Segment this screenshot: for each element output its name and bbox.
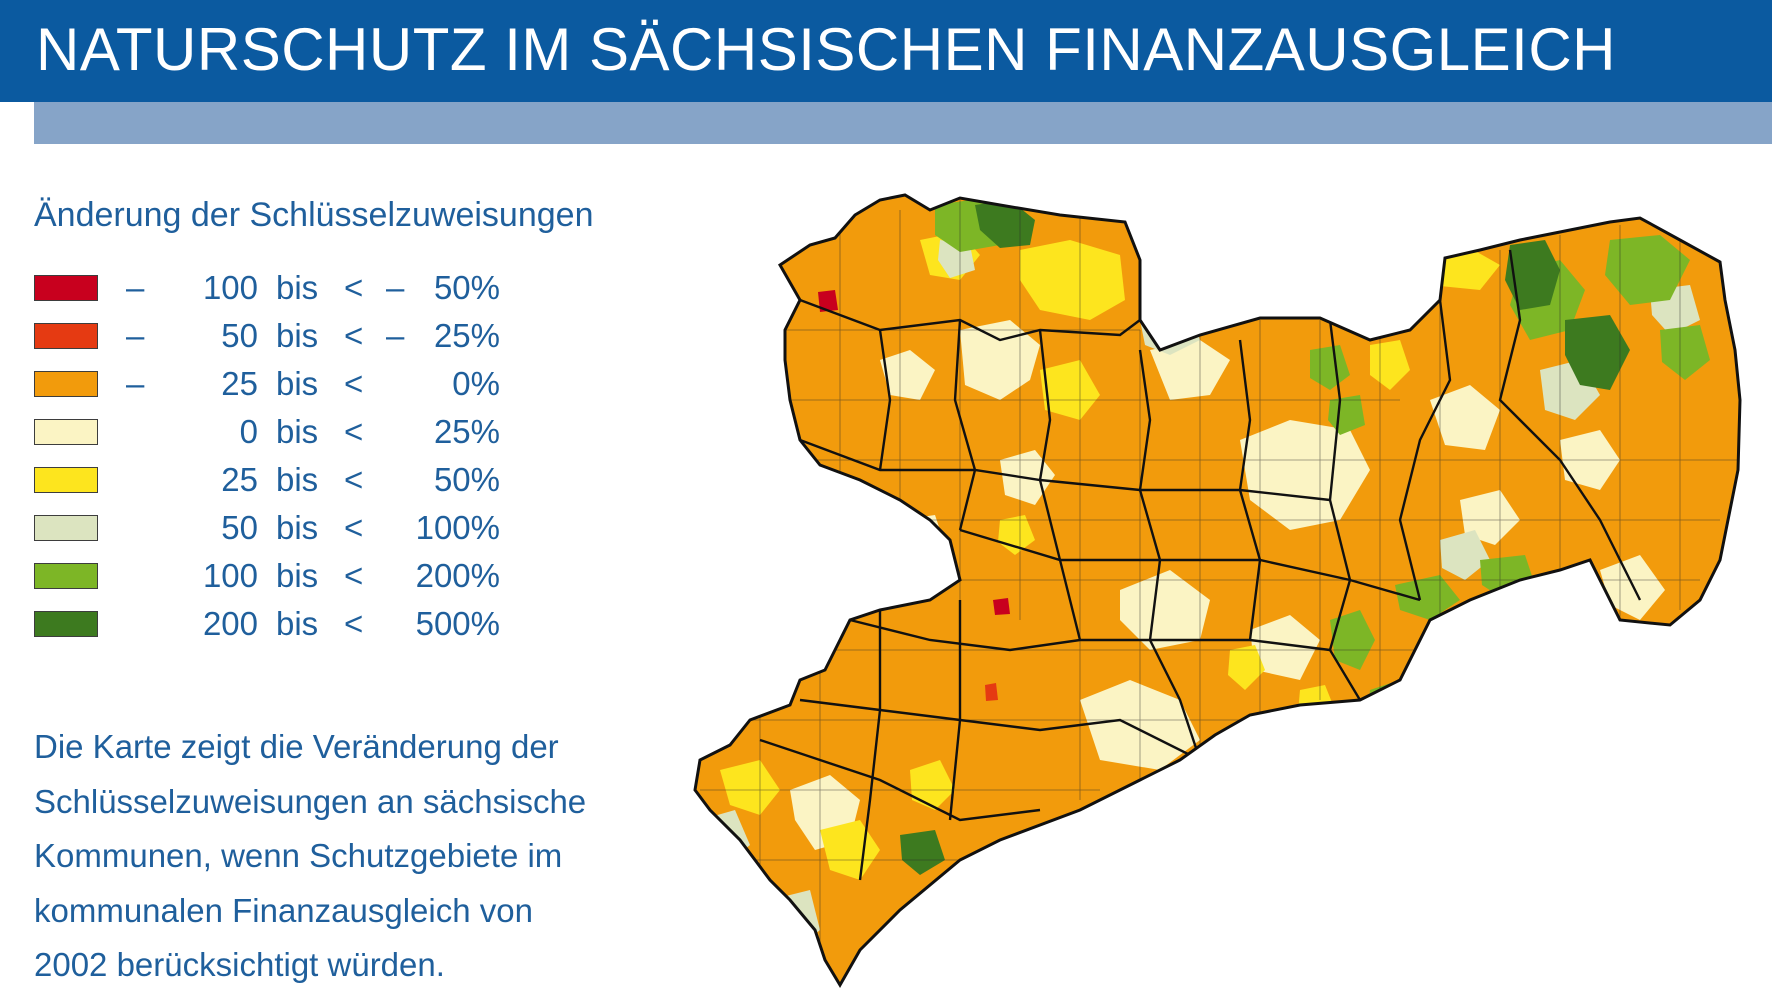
legend-to-value: 200% <box>415 557 500 594</box>
legend-bis: bis <box>276 317 319 354</box>
legend-swatch <box>34 323 98 349</box>
legend-bis: bis <box>276 509 319 546</box>
legend-from-sign: – <box>126 365 145 402</box>
legend-from-sign: – <box>126 317 145 354</box>
legend-bis: bis <box>276 557 319 594</box>
legend-to-sign: – <box>386 317 405 354</box>
legend-swatch <box>34 371 98 397</box>
legend-bis: bis <box>276 413 319 450</box>
legend-swatch <box>34 419 98 445</box>
legend-item: – 50 bis < – 25% <box>34 317 500 358</box>
legend-lt: < <box>344 365 364 402</box>
legend-from-sign: – <box>126 269 145 306</box>
legend-from-value: 0 <box>239 413 258 450</box>
page-title: NATURSCHUTZ IM SÄCHSISCHEN FINANZAUSGLEI… <box>36 16 1617 83</box>
legend-from-value: 25 <box>221 461 258 498</box>
description-line: kommunalen Finanzausgleich von <box>34 891 533 929</box>
legend-bis: bis <box>276 269 319 306</box>
header-accent-bar <box>34 102 1772 144</box>
legend-swatch <box>34 467 98 493</box>
title-bar: NATURSCHUTZ IM SÄCHSISCHEN FINANZAUSGLEI… <box>0 0 1772 102</box>
legend-to-value: 25% <box>433 317 500 354</box>
legend-bis: bis <box>276 461 319 498</box>
legend-item: 100 bis < 200% <box>34 557 500 598</box>
map-description: Die Karte zeigt die Veränderung der Schl… <box>34 720 654 993</box>
legend-to-value: 100% <box>415 509 500 546</box>
legend-title: Änderung der Schlüsselzuweisungen <box>34 196 594 234</box>
legend-bis: bis <box>276 605 319 642</box>
legend-from-value: 50 <box>221 509 258 546</box>
legend-to-value: 50% <box>433 269 500 306</box>
legend-swatch <box>34 275 98 301</box>
legend-lt: < <box>344 461 364 498</box>
legend-swatch <box>34 515 98 541</box>
saxony-choropleth-map <box>693 193 1742 987</box>
legend-to-value: 25% <box>433 413 500 450</box>
legend-lt: < <box>344 509 364 546</box>
legend-lt: < <box>344 605 364 642</box>
legend-lt: < <box>344 413 364 450</box>
legend-swatch <box>34 563 98 589</box>
legend-from-value: 100 <box>202 269 258 306</box>
legend-from-value: 100 <box>202 557 258 594</box>
legend-item: – 25 bis < 0% <box>34 365 500 406</box>
legend-item: 50 bis < 100% <box>34 509 500 550</box>
legend-to-value: 500% <box>415 605 500 642</box>
legend-from-value: 25 <box>221 365 258 402</box>
legend-item: 200 bis < 500% <box>34 605 500 646</box>
legend-to-value: 50% <box>433 461 500 498</box>
legend-from-value: 200 <box>202 605 258 642</box>
legend-swatch <box>34 611 98 637</box>
legend-to-sign: – <box>386 269 405 306</box>
legend-lt: < <box>344 557 364 594</box>
legend-lt: < <box>344 269 364 306</box>
legend-lt: < <box>344 317 364 354</box>
description-line: Kommunen, wenn Schutzgebiete im <box>34 837 563 874</box>
legend-item: – 100 bis < – 50% <box>34 269 500 310</box>
legend-to-value: 0% <box>452 365 500 402</box>
legend-from-value: 50 <box>221 317 258 354</box>
description-line: Die Karte zeigt die Veränderung der <box>34 728 559 765</box>
description-line: Schlüsselzuweisungen an sächsische <box>34 782 587 820</box>
legend-bis: bis <box>276 365 319 402</box>
legend-item: 0 bis < 25% <box>34 413 500 454</box>
legend-item: 25 bis < 50% <box>34 461 500 502</box>
description-line: 2002 berücksichtigt würden. <box>34 946 445 983</box>
